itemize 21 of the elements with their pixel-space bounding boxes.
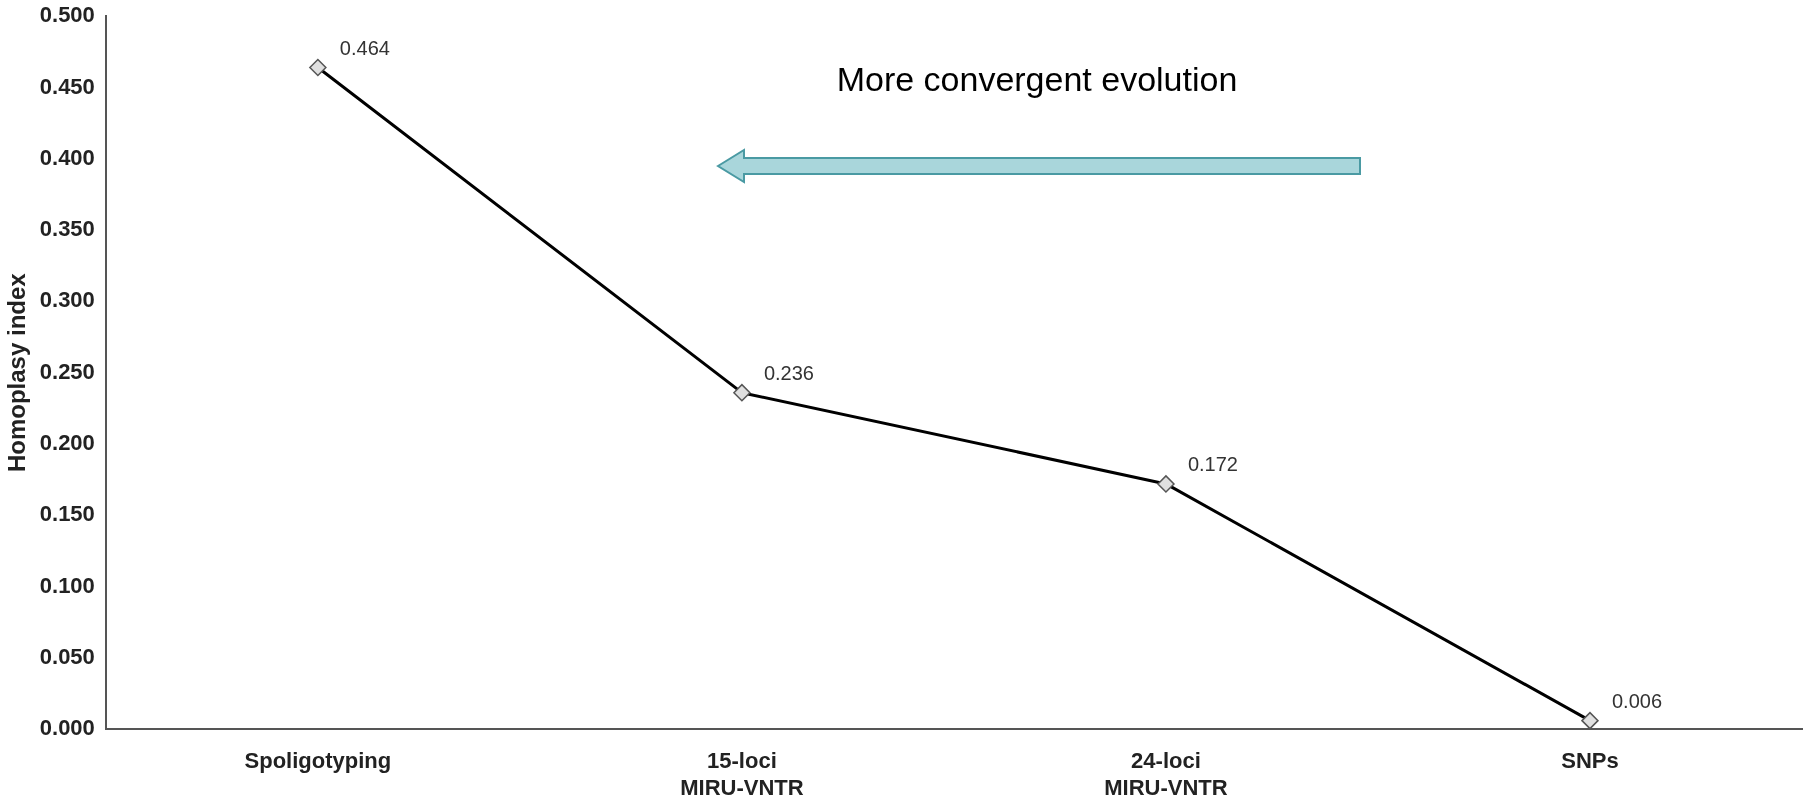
y-tick-label: 0.000	[39, 715, 95, 741]
data-label: 0.006	[1611, 690, 1663, 713]
y-tick-label: 0.250	[39, 358, 95, 384]
data-label: 0.172	[1187, 453, 1239, 476]
x-tick-label: SNPs	[1561, 748, 1619, 774]
data-label: 0.236	[763, 362, 814, 385]
y-tick-label: 0.450	[39, 73, 95, 99]
y-tick-label: 0.350	[39, 216, 95, 242]
y-tick-label: 0.400	[39, 144, 95, 170]
y-tick-label: 0.200	[39, 430, 95, 456]
y-tick-label: 0.150	[39, 501, 95, 527]
y-axis-title: Homoplasy index	[3, 272, 31, 473]
y-tick-label: 0.500	[39, 2, 95, 28]
x-tick-label: 15-loci MIRU-VNTR	[680, 748, 804, 800]
data-label: 0.464	[339, 37, 390, 60]
annotation: More convergent evolution	[836, 60, 1238, 99]
x-tick-label: 24-loci MIRU-VNTR	[1104, 748, 1228, 800]
y-tick-label: 0.300	[39, 287, 95, 313]
y-tick-label: 0.100	[39, 572, 95, 598]
x-tick-label: Spoligotyping	[244, 748, 392, 774]
y-tick-label: 0.050	[39, 643, 95, 669]
